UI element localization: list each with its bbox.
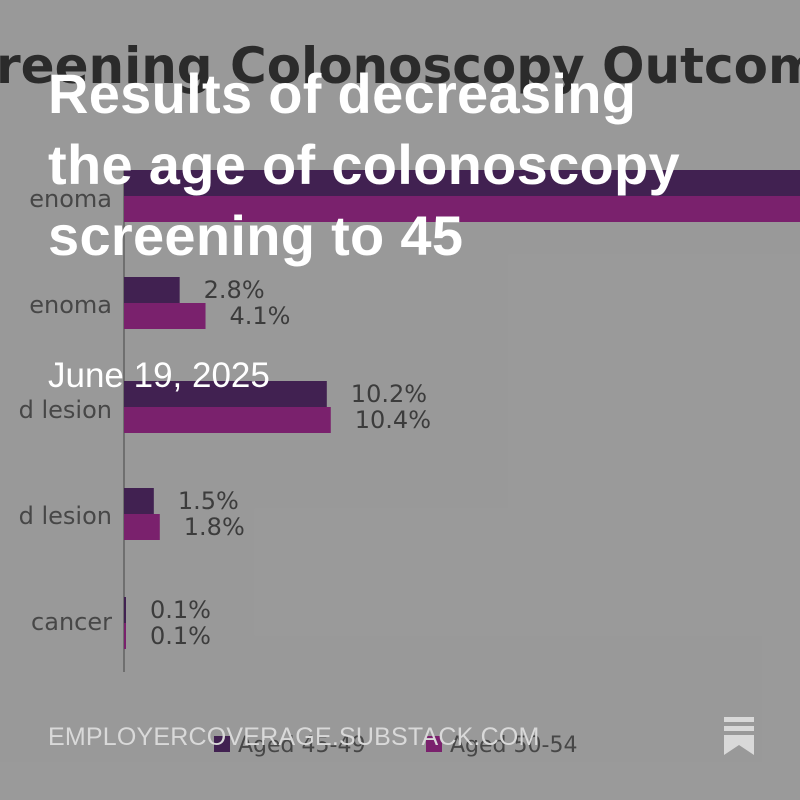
data-label: 2.8% [204, 276, 265, 304]
chart-legend: Aged 45-49 Aged 50-54 [214, 733, 577, 758]
category-label: d lesion [19, 396, 112, 424]
data-label: 0.1% [150, 622, 211, 650]
chart-bars [124, 170, 800, 649]
category-label: enoma [29, 291, 112, 319]
category-label: d lesion [19, 502, 112, 530]
legend-label: Aged 50-54 [450, 733, 577, 758]
legend-swatch [214, 736, 230, 752]
bar-aged-50-54 [124, 196, 800, 222]
bar-aged-50-54 [124, 623, 126, 649]
bar-aged-45-49 [124, 488, 154, 514]
chart-title: reening Colonoscopy Outcom [0, 37, 800, 95]
category-label: cancer [31, 608, 112, 636]
site-url[interactable]: EMPLOYERCOVERAGE.SUBSTACK.COM [48, 723, 540, 751]
category-label: enoma [29, 185, 112, 213]
data-label: 1.5% [178, 487, 239, 515]
data-label: 10.2% [351, 380, 427, 408]
value-labels: 2.8% 10.2% 1.5% 0.1% 4.1% 10.4% 1.8% 0.1% [150, 276, 431, 650]
legend-swatch [426, 736, 442, 752]
bar-aged-45-49 [124, 277, 180, 303]
data-label: 1.8% [184, 513, 245, 541]
post-date: June 19, 2025 [48, 356, 270, 395]
data-label: 4.1% [230, 302, 291, 330]
data-label: 0.1% [150, 596, 211, 624]
legend-label: Aged 45-49 [238, 733, 365, 758]
bar-aged-50-54 [124, 303, 206, 329]
bookmark-icon[interactable] [722, 716, 756, 756]
bar-aged-45-49 [124, 170, 800, 196]
bar-aged-45-49 [124, 597, 126, 623]
bar-aged-50-54 [124, 407, 331, 433]
data-label: 10.4% [355, 406, 431, 434]
bar-aged-50-54 [124, 514, 160, 540]
category-labels: enoma enoma d lesion d lesion cancer [19, 185, 112, 636]
bar-aged-45-49 [124, 381, 327, 407]
post-title[interactable]: Results of decreasing the age of colonos… [48, 62, 681, 267]
